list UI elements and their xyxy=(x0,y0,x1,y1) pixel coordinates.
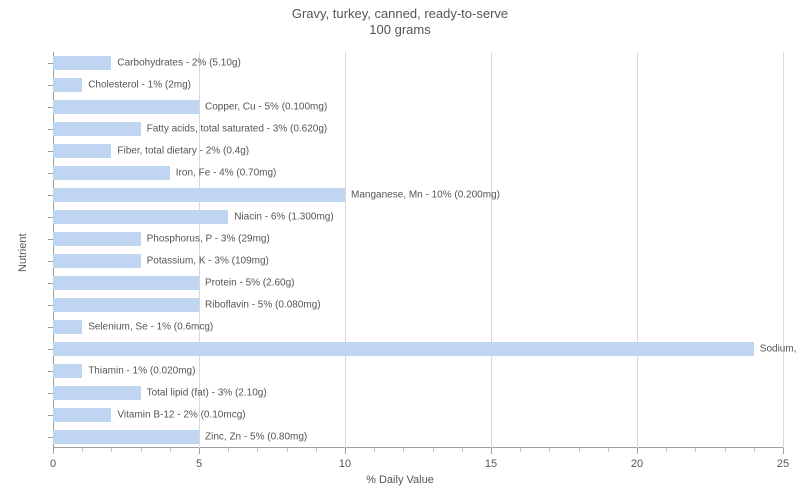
x-minor-tick xyxy=(257,448,258,452)
x-tick xyxy=(345,448,346,454)
bar-label: Cholesterol - 1% (2mg) xyxy=(88,80,191,91)
x-minor-tick xyxy=(608,448,609,452)
x-minor-tick xyxy=(141,448,142,452)
x-minor-tick xyxy=(725,448,726,452)
bar-label: Fatty acids, total saturated - 3% (0.620… xyxy=(147,124,328,135)
x-tick-label: 15 xyxy=(485,458,497,470)
bar-label: Phosphorus, P - 3% (29mg) xyxy=(147,234,270,245)
bar-label: Niacin - 6% (1.300mg) xyxy=(234,212,333,223)
x-tick-label: 10 xyxy=(339,458,351,470)
plot-area: 0510152025Carbohydrates - 2% (5.10g)Chol… xyxy=(53,52,783,448)
bar-label: Potassium, K - 3% (109mg) xyxy=(147,256,269,267)
x-tick-label: 25 xyxy=(777,458,789,470)
x-gridline xyxy=(491,52,492,448)
bar-label: Selenium, Se - 1% (0.6mcg) xyxy=(88,322,213,333)
bar-label: Copper, Cu - 5% (0.100mg) xyxy=(205,102,327,113)
bar xyxy=(53,144,111,158)
bar-label: Riboflavin - 5% (0.080mg) xyxy=(205,300,321,311)
bar-label: Zinc, Zn - 5% (0.80mg) xyxy=(205,432,307,443)
bar xyxy=(53,78,82,92)
x-tick-label: 0 xyxy=(50,458,56,470)
bar-label: Carbohydrates - 2% (5.10g) xyxy=(117,58,240,69)
x-minor-tick xyxy=(579,448,580,452)
x-tick xyxy=(199,448,200,454)
bar-label: Fiber, total dietary - 2% (0.4g) xyxy=(117,146,249,157)
x-minor-tick xyxy=(695,448,696,452)
x-tick xyxy=(491,448,492,454)
x-minor-tick xyxy=(403,448,404,452)
nutrient-chart: Gravy, turkey, canned, ready-to-serve 10… xyxy=(0,0,800,500)
bar xyxy=(53,56,111,70)
x-minor-tick xyxy=(433,448,434,452)
chart-title-line2: 100 grams xyxy=(0,22,800,38)
bar-label: Manganese, Mn - 10% (0.200mg) xyxy=(351,190,500,201)
bar xyxy=(53,122,141,136)
bar xyxy=(53,232,141,246)
bar-label: Thiamin - 1% (0.020mg) xyxy=(88,366,195,377)
x-minor-tick xyxy=(170,448,171,452)
x-minor-tick xyxy=(666,448,667,452)
bar xyxy=(53,254,141,268)
bar xyxy=(53,276,199,290)
y-axis-label: Nutrient xyxy=(17,233,29,272)
bar xyxy=(53,430,199,444)
bar xyxy=(53,320,82,334)
bar-label: Total lipid (fat) - 3% (2.10g) xyxy=(147,388,267,399)
bar xyxy=(53,210,228,224)
x-tick-label: 20 xyxy=(631,458,643,470)
chart-title-line1: Gravy, turkey, canned, ready-to-serve xyxy=(0,6,800,22)
bar xyxy=(53,298,199,312)
x-tick xyxy=(53,448,54,454)
bar-label: Vitamin B-12 - 2% (0.10mcg) xyxy=(117,410,245,421)
bar xyxy=(53,364,82,378)
x-axis-label: % Daily Value xyxy=(0,474,800,486)
bar xyxy=(53,100,199,114)
x-gridline xyxy=(637,52,638,448)
x-minor-tick xyxy=(316,448,317,452)
bar-label: Iron, Fe - 4% (0.70mg) xyxy=(176,168,277,179)
x-gridline xyxy=(783,52,784,448)
x-tick xyxy=(783,448,784,454)
bar xyxy=(53,342,754,356)
x-minor-tick xyxy=(287,448,288,452)
x-minor-tick xyxy=(754,448,755,452)
x-gridline xyxy=(345,52,346,448)
chart-title: Gravy, turkey, canned, ready-to-serve 10… xyxy=(0,6,800,39)
x-minor-tick xyxy=(549,448,550,452)
bar xyxy=(53,188,345,202)
bar xyxy=(53,166,170,180)
x-minor-tick xyxy=(228,448,229,452)
bar-label: Protein - 5% (2.60g) xyxy=(205,278,295,289)
x-minor-tick xyxy=(462,448,463,452)
bar-label: Sodium, Na - 24% (577mg) xyxy=(760,344,800,355)
x-minor-tick xyxy=(111,448,112,452)
x-minor-tick xyxy=(520,448,521,452)
bar xyxy=(53,408,111,422)
x-minor-tick xyxy=(374,448,375,452)
bar xyxy=(53,386,141,400)
x-minor-tick xyxy=(82,448,83,452)
x-tick-label: 5 xyxy=(196,458,202,470)
x-tick xyxy=(637,448,638,454)
